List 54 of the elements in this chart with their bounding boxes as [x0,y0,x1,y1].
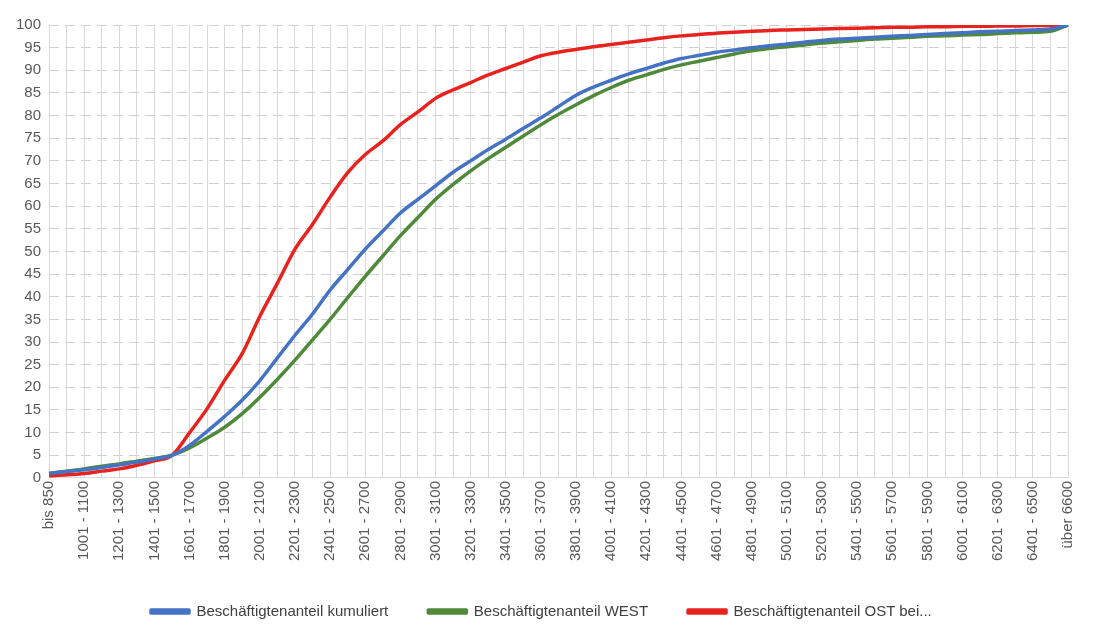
y-tick-label: 80 [24,105,42,123]
x-tick-label: 1801 - 1900 [214,480,232,562]
y-tick-label: 25 [24,354,42,372]
x-tick-label: 5601 - 5700 [882,480,900,562]
y-tick-label: 95 [24,37,42,55]
x-tick-label: 3801 - 3900 [566,480,584,562]
y-tick-label: 65 [24,173,42,191]
y-tick-label: 40 [24,286,42,304]
y-tick-label: 75 [24,128,42,146]
x-tick-label: 5001 - 5100 [777,480,795,562]
x-tick-label: 2401 - 2500 [320,480,338,562]
x-tick-label: 2601 - 2700 [355,480,373,562]
x-tick-label: bis 850 [39,480,57,530]
legend-label: Beschäftigtenanteil WEST [473,601,649,619]
y-tick-label: 60 [24,196,42,214]
y-tick-label: 15 [24,400,42,418]
y-tick-label: 5 [32,445,42,463]
x-tick-label: 4401 - 4500 [671,480,689,562]
x-tick-label: 6401 - 6500 [1023,480,1040,562]
legend-label: Beschäftigtenanteil OST bei... [733,601,932,619]
x-tick-label: 6201 - 6300 [987,480,1005,562]
x-tick-label: 2201 - 2300 [285,480,303,562]
x-tick-label: 1201 - 1300 [109,480,127,562]
y-tick-label: 90 [24,60,42,78]
y-tick-label: 100 [16,15,42,33]
x-tick-label: 5401 - 5500 [847,480,865,562]
x-tick-label: 1001 - 1100 [74,480,92,560]
y-tick-label: 55 [24,218,42,236]
y-tick-label: 0 [32,468,42,486]
y-tick-label: 35 [24,309,42,327]
y-tick-label: 30 [24,332,42,350]
x-tick-label: 4601 - 4700 [706,480,724,562]
x-tick-label: 2801 - 2900 [390,480,408,562]
legend-label: Beschäftigtenanteil kumuliert [196,601,390,619]
x-tick-label: 4201 - 4300 [636,480,654,562]
x-tick-label: 4801 - 4900 [741,480,759,562]
x-tick-label: 5201 - 5300 [812,480,830,562]
x-tick-label: 2001 - 2100 [249,480,267,562]
y-tick-label: 20 [24,377,42,395]
x-tick-label: 3601 - 3700 [531,480,549,562]
y-tick-label: 70 [24,151,42,169]
x-tick-label: 4001 - 4100 [601,480,619,562]
x-tick-label: über 6600 [1058,480,1076,549]
x-tick-label: 6001 - 6100 [952,480,970,562]
x-tick-label: 3401 - 3500 [495,480,513,562]
x-tick-label: 1601 - 1700 [179,480,197,562]
y-tick-label: 45 [24,264,42,282]
y-tick-label: 85 [24,83,42,101]
x-tick-label: 5801 - 5900 [917,480,935,562]
x-tick-label: 1401 - 1500 [144,480,162,562]
y-tick-label: 50 [24,241,42,259]
y-tick-label: 10 [24,422,42,440]
x-tick-label: 3201 - 3300 [460,480,478,562]
x-tick-label: 3001 - 3100 [425,480,443,562]
